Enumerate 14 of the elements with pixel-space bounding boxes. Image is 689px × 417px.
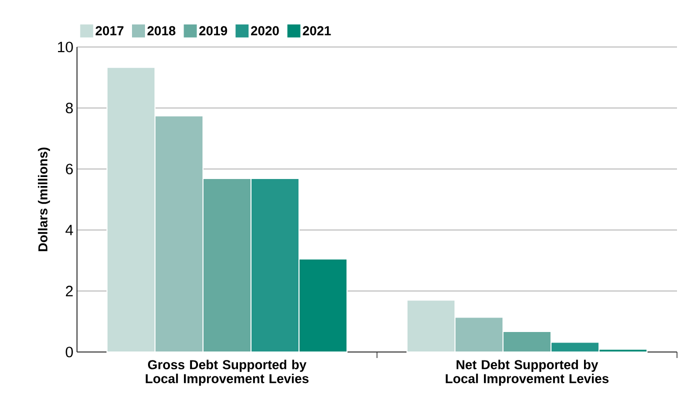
y-tick-label: 10 xyxy=(58,42,73,52)
legend-label: 2017 xyxy=(96,26,124,36)
y-axis-title: Dollars (millions) xyxy=(38,148,50,252)
y-tick-label: 4 xyxy=(66,224,74,236)
y-tick-label: 2 xyxy=(66,286,73,296)
y-tick-label: 6 xyxy=(66,164,73,174)
legend-label: 2021 xyxy=(302,26,331,36)
y-tick-label: 8 xyxy=(66,102,73,114)
x-tick-label: Net Debt Supported by Local Improvement Levies xyxy=(446,360,609,386)
x-tick-label: Gross Debt Supported by Local Improvement Levies xyxy=(146,360,309,386)
legend-label: 2018 xyxy=(147,26,176,36)
y-tick-label: 0 xyxy=(66,346,73,358)
legend-label: 2020 xyxy=(251,26,279,36)
legend-label: 2019 xyxy=(199,26,228,36)
